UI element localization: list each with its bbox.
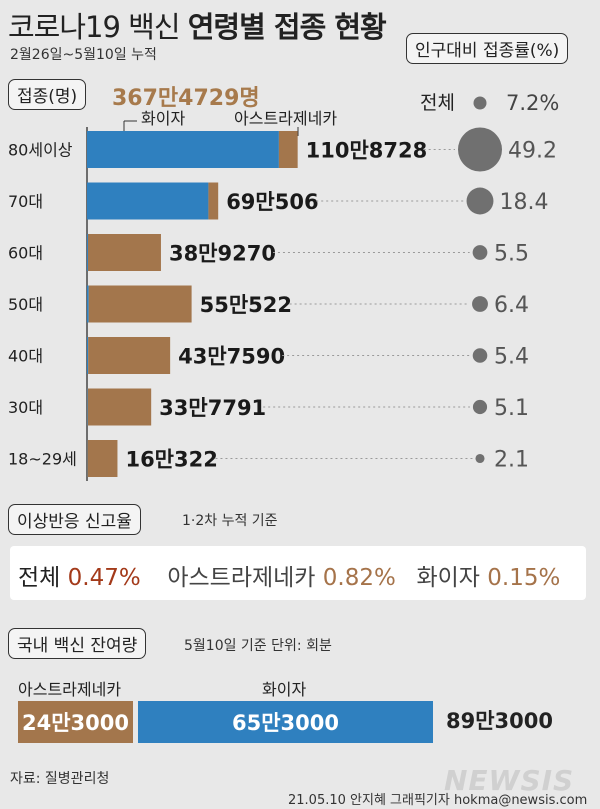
adverse-rates: 전체 0.47% 아스트라제네카 0.82% 화이자 0.15% [18, 558, 560, 592]
bar-astrazeneca [87, 234, 161, 271]
period-subtitle: 2월26일~5월10일 누적 [10, 47, 157, 63]
rate-label: 5.1 [494, 396, 529, 421]
rate-header-label: 인구대비 접종률(%) [406, 33, 569, 64]
category-label: 50대 [8, 295, 43, 314]
adverse-note: 1·2차 누적 기준 [182, 513, 278, 529]
category-label: 30대 [8, 398, 43, 417]
title-light: 코로나19 백신 [8, 10, 181, 44]
total-rate-value: 7.2% [506, 91, 559, 115]
rate-dot [472, 296, 488, 312]
stock-az-bar: 24만3000 [18, 701, 133, 743]
page-title: 코로나19 백신 연령별 접종 현황 [8, 4, 387, 46]
adverse-az-value: 0.82% [322, 565, 396, 591]
rate-dot [472, 399, 488, 415]
bar-pfizer [87, 182, 209, 220]
stock-total: 89만3000 [446, 709, 553, 733]
adverse-total-value: 0.47% [67, 565, 141, 591]
bar-pfizer [87, 131, 279, 168]
title-bold: 연령별 접종 현황 [187, 10, 387, 44]
category-label: 18~29세 [8, 450, 77, 469]
adverse-total-label: 전체 [18, 565, 61, 591]
bar-astrazeneca [87, 388, 152, 426]
total-rate-dot [473, 96, 487, 110]
rate-label: 18.4 [499, 190, 548, 215]
count-header-label: 접종(명) [8, 79, 87, 110]
bar-astrazeneca [278, 131, 298, 168]
graphic-credit: 21.05.10 안지혜 그래픽기자 hokma@newsis.com [288, 793, 588, 808]
rate-dot [475, 453, 485, 464]
bar-total-label: 16만322 [125, 448, 217, 472]
newsis-watermark: NEWSIS [444, 764, 575, 797]
adverse-az-label: 아스트라제네카 [167, 565, 316, 591]
bar-total-label: 38만9270 [169, 242, 276, 266]
bar-astrazeneca [87, 440, 118, 477]
stock-pfizer-value: 65만3000 [232, 711, 339, 735]
category-label: 60대 [8, 244, 43, 263]
bar-pfizer [87, 337, 89, 374]
total-count: 367만4729명 [112, 86, 260, 111]
rate-dot [466, 187, 494, 215]
bar-total-label: 110만8728 [306, 139, 428, 163]
stock-section-label: 국내 백신 잔여량 [8, 628, 147, 659]
adverse-panel [10, 546, 586, 600]
bar-total-label: 33만7791 [159, 396, 266, 420]
rate-label: 5.5 [494, 242, 529, 267]
age-vaccination-chart: 화이자 아스트라제네카 전체 7.2% 80세이상 110만8728 49.2 70대 69만5… [8, 91, 559, 481]
category-label: 40대 [8, 347, 43, 366]
rate-label: 2.1 [494, 448, 529, 473]
bar-astrazeneca [88, 285, 192, 323]
rate-label: 6.4 [494, 293, 529, 318]
rate-dot [472, 245, 488, 260]
rate-dot [458, 127, 502, 172]
adverse-pfizer-label: 화이자 [416, 565, 480, 591]
bar-pfizer [87, 388, 88, 426]
stock-pfizer-label: 화이자 [262, 680, 307, 699]
category-label: 70대 [8, 192, 43, 211]
stock-az-value: 24만3000 [22, 711, 129, 735]
total-rate-label: 전체 [420, 92, 455, 114]
bar-astrazeneca [88, 337, 171, 374]
legend-astrazeneca: 아스트라제네카 [234, 109, 337, 128]
stock-pfizer-bar: 65만3000 [138, 701, 433, 743]
stock-note: 5월10일 기준 단위: 회분 [184, 638, 332, 654]
bar-total-label: 69만506 [226, 190, 318, 214]
source-note: 자료: 질병관리청 [10, 771, 110, 787]
bar-total-label: 43만7590 [178, 345, 285, 369]
bar-pfizer [87, 234, 88, 271]
adverse-section-label: 이상반응 신고율 [8, 504, 141, 535]
legend-pfizer: 화이자 [141, 109, 185, 128]
category-label: 80세이상 [8, 141, 73, 160]
rate-dot [472, 348, 488, 363]
bar-pfizer [87, 285, 89, 323]
rate-label: 5.4 [494, 345, 529, 370]
adverse-pfizer-value: 0.15% [487, 565, 561, 591]
bar-astrazeneca [208, 182, 219, 220]
rate-label: 49.2 [508, 139, 557, 164]
stock-az-label: 아스트라제네카 [18, 680, 122, 699]
bar-total-label: 55만522 [200, 293, 292, 317]
